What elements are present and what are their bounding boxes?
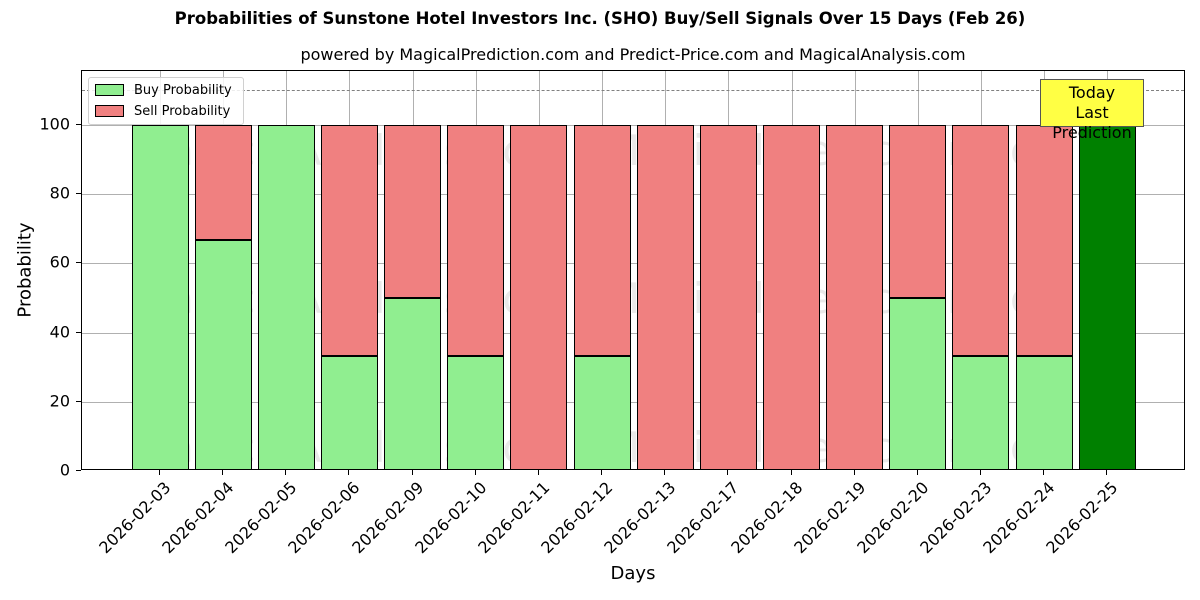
bar-buy-2026-02-05 (257, 125, 315, 469)
y-axis-title: Probability (14, 222, 36, 318)
y-tick-label: 100 (39, 114, 70, 134)
bar-buy-2026-02-04 (194, 240, 252, 469)
bar-sell-2026-02-19 (826, 125, 884, 469)
bar-sell-2026-02-13 (636, 125, 694, 469)
bar-buy-2026-02-03 (131, 125, 189, 469)
gridline-h (82, 263, 1184, 265)
gridline-h (82, 194, 1184, 196)
legend-label-sell: Sell Probability (134, 103, 231, 119)
y-tick (76, 193, 81, 195)
bar-buy-2026-02-12 (573, 355, 631, 469)
x-tick (1106, 470, 1108, 475)
legend-item-buy: Buy Probability (95, 82, 232, 98)
y-tick (76, 124, 81, 125)
bar-buy-2026-02-23 (952, 355, 1010, 469)
bar-buy-2026-02-10 (447, 355, 505, 469)
legend: Buy Probability Sell Probability (88, 77, 244, 125)
bar-buy-2026-02-09 (384, 298, 442, 469)
x-tick (853, 470, 855, 475)
y-tick (76, 262, 81, 264)
y-tick-label: 20 (49, 391, 70, 411)
chart-subtitle: powered by MagicalPrediction.com and Pre… (300, 45, 966, 64)
x-tick (222, 470, 224, 475)
x-tick (790, 470, 792, 475)
bar-sell-2026-02-20 (889, 125, 947, 298)
bar-highlight-2026-02-25 (1078, 125, 1136, 469)
buy-swatch-icon (95, 84, 124, 96)
y-tick-label: 80 (49, 183, 70, 203)
bar-sell-2026-02-12 (573, 125, 631, 356)
gridline-h (82, 332, 1184, 334)
y-tick-label: 40 (49, 322, 70, 342)
x-tick (159, 470, 160, 475)
x-tick (664, 470, 666, 475)
bar-sell-2026-02-09 (384, 125, 442, 298)
x-tick (979, 470, 981, 475)
bar-sell-2026-02-18 (763, 125, 820, 469)
bar-buy-2026-02-20 (889, 298, 947, 469)
gridline-h (82, 125, 1184, 126)
annotation-line-1: Today (1068, 83, 1116, 102)
chart-title: Probabilities of Sunstone Hotel Investor… (174, 9, 1026, 28)
y-tick (76, 470, 81, 471)
x-tick (916, 470, 918, 475)
bar-sell-2026-02-17 (699, 125, 757, 469)
y-tick-label: 60 (49, 252, 70, 272)
x-tick (411, 470, 413, 475)
annotation-line-2: Last Prediction (1052, 103, 1132, 142)
x-tick (537, 470, 539, 475)
x-tick (1043, 470, 1045, 475)
y-tick (76, 331, 81, 333)
legend-label-buy: Buy Probability (134, 82, 232, 98)
bar-sell-2026-02-06 (320, 125, 378, 356)
x-tick (285, 470, 287, 475)
reference-line (82, 90, 1184, 92)
bar-sell-2026-02-23 (952, 125, 1010, 356)
x-tick (348, 470, 350, 475)
y-tick (76, 400, 81, 402)
x-tick (727, 470, 729, 475)
gridline-h (82, 401, 1184, 403)
bar-sell-2026-02-11 (510, 125, 568, 469)
legend-item-sell: Sell Probability (95, 103, 230, 119)
bar-sell-2026-02-04 (194, 125, 252, 241)
y-tick-label: 0 (59, 460, 70, 480)
x-axis-title: Days (610, 563, 656, 584)
x-tick (474, 470, 476, 475)
today-annotation: Today Last Prediction (1040, 79, 1144, 142)
bar-sell-2026-02-24 (1015, 125, 1073, 356)
bar-sell-2026-02-10 (447, 125, 505, 356)
bar-buy-2026-02-24 (1015, 355, 1073, 469)
sell-swatch-icon (95, 105, 124, 117)
x-tick (601, 470, 603, 475)
plot-area: MagicalAnalysis.comMagicalPrediction.com… (81, 70, 1185, 470)
bar-buy-2026-02-06 (320, 355, 378, 469)
